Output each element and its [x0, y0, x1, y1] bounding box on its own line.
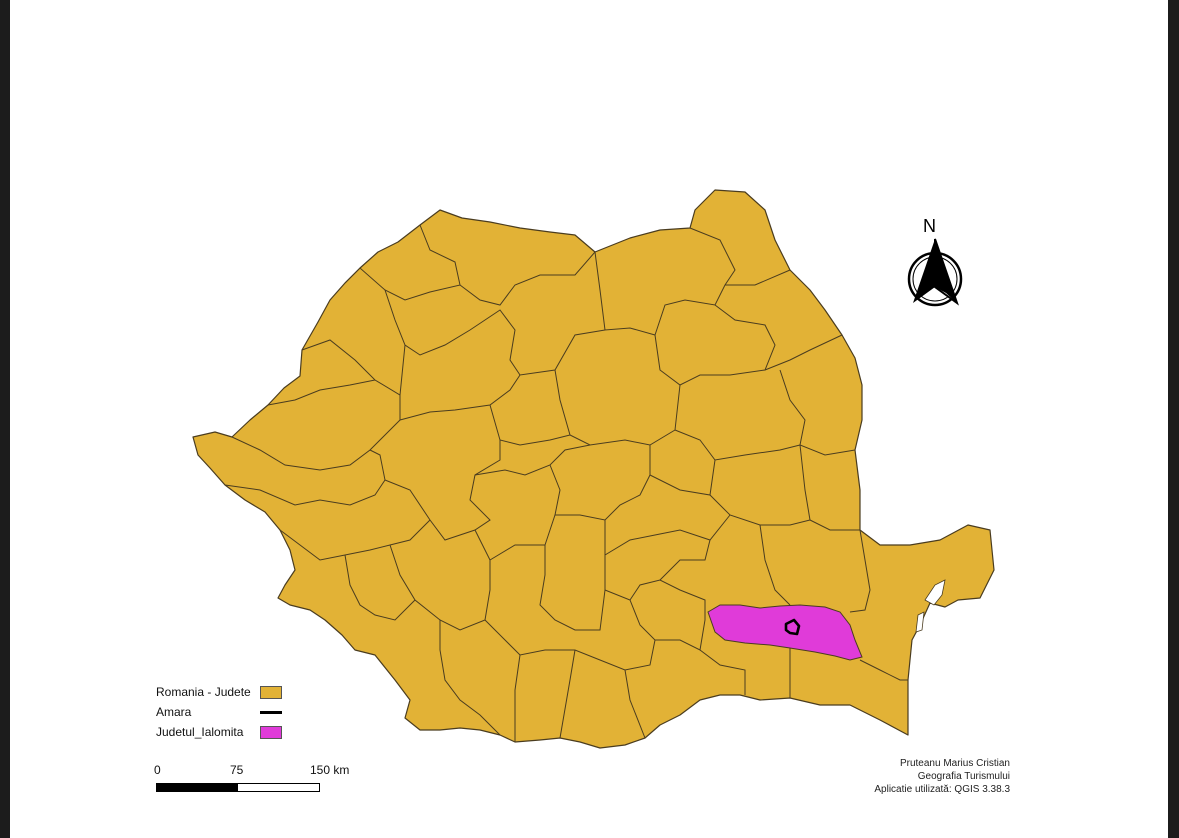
north-label: N: [923, 216, 936, 236]
legend-label: Judetul_Ialomita: [156, 725, 244, 739]
north-arrow-icon: [907, 238, 963, 307]
amara-swatch: [260, 711, 282, 714]
map-page: N Romania - Judete Amara Judetul_Ialomit…: [10, 0, 1168, 838]
scale-tick-label: 75: [230, 763, 244, 777]
map-legend: Romania - Judete Amara Judetul_Ialomita: [156, 683, 296, 743]
coastal-lake: [915, 611, 925, 633]
judetul-ialomita-shape: [707, 604, 863, 661]
county-borders: [224, 224, 908, 742]
credit-course: Geografia Turismului: [917, 771, 1010, 782]
legend-item-ialomita: Judetul_Ialomita: [156, 723, 296, 743]
judete-swatch: [260, 686, 282, 699]
credit-author: Pruteanu Marius Cristian: [899, 758, 1010, 769]
romania-map: [192, 189, 995, 749]
scale-tick-label: 150 km: [310, 763, 350, 777]
legend-label: Romania - Judete: [156, 685, 251, 699]
credit-software: Aplicatie utilizată: QGIS 3.38.3: [874, 784, 1010, 795]
map-credits: Pruteanu Marius Cristian Geografia Turis…: [874, 757, 1010, 796]
legend-item-amara: Amara: [156, 703, 296, 723]
scale-tick-label: 0: [154, 763, 161, 777]
scale-bar-segment: [157, 784, 238, 791]
delta-lake: [924, 579, 946, 606]
amara-outline: [784, 618, 801, 636]
ialomita-swatch: [260, 726, 282, 739]
legend-item-judete: Romania - Judete: [156, 683, 296, 703]
legend-label: Amara: [156, 705, 192, 719]
scale-bar: 0 75 150 km: [154, 763, 356, 803]
scale-bar-graphic: [156, 783, 320, 792]
